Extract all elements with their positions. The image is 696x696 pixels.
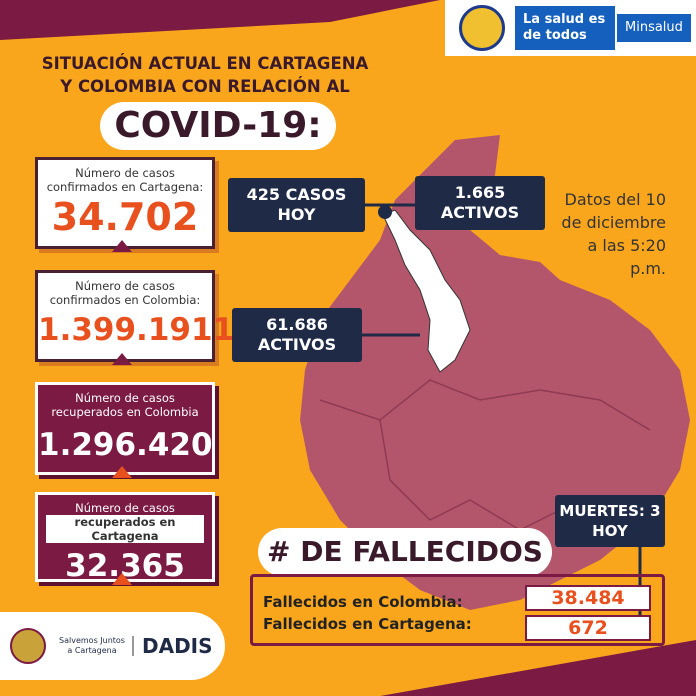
label: Número de casos confirmados en Cartagena… bbox=[46, 166, 204, 194]
active-colombia: 61.686 ACTIVOS bbox=[232, 308, 362, 362]
value: 1.399.1911 bbox=[38, 312, 235, 348]
label-highlight: recuperados en Cartagena bbox=[46, 515, 204, 543]
deaths-value: 672 bbox=[525, 615, 651, 641]
title-line: SITUACIÓN ACTUAL EN CARTAGENA bbox=[41, 54, 369, 73]
colombia-map bbox=[300, 135, 690, 610]
value: 1.296.420 bbox=[38, 427, 213, 463]
slogan: La salud es de todos bbox=[515, 6, 615, 50]
active-cartagena: 1.665 ACTIVOS bbox=[415, 176, 545, 230]
footer: Salvemos Juntos a Cartagena DADIS bbox=[0, 612, 225, 680]
pointer bbox=[112, 353, 132, 365]
date-note: Datos del 10 de diciembre a las 5:20 p.m… bbox=[561, 190, 666, 278]
deaths-today: MUERTES: 3 HOY bbox=[555, 495, 665, 547]
label: Número de casos confirmados en Colombia: bbox=[49, 279, 201, 307]
recovered-colombia: Número de casos recuperados en Colombia … bbox=[35, 382, 215, 475]
bottom-band bbox=[380, 640, 696, 696]
deaths-label: Fallecidos en Colombia: bbox=[263, 593, 463, 611]
label: Número de casos bbox=[75, 501, 175, 515]
covid-heading: COVID-19: bbox=[100, 102, 336, 150]
campaign: Salvemos Juntos a Cartagena bbox=[56, 636, 134, 656]
map-border bbox=[379, 419, 561, 531]
city-seal bbox=[10, 628, 46, 664]
bolivar-region bbox=[382, 209, 471, 373]
agency: DADIS bbox=[142, 634, 213, 658]
confirmed-cartagena: Número de casos confirmados en Cartagena… bbox=[35, 157, 215, 249]
label: Número de casos recuperados en Colombia bbox=[51, 391, 199, 419]
value: 34.702 bbox=[51, 195, 199, 239]
recovered-cartagena: Número de casos recuperados en Cartagena… bbox=[35, 492, 215, 584]
crest-icon bbox=[459, 5, 505, 51]
pointer bbox=[112, 573, 132, 585]
title-line: Y COLOMBIA CON RELACIÓN AL bbox=[60, 77, 350, 96]
cartagena-dot bbox=[378, 205, 392, 219]
pointer bbox=[112, 240, 132, 252]
deaths-label: Fallecidos en Cartagena: bbox=[263, 615, 472, 633]
top-band bbox=[0, 0, 440, 40]
ministry: Minsalud bbox=[617, 14, 691, 42]
deaths-panel: Fallecidos en Colombia: Fallecidos en Ca… bbox=[250, 574, 665, 646]
confirmed-colombia: Número de casos confirmados en Colombia:… bbox=[35, 270, 235, 362]
today-cases: 425 CASOS HOY bbox=[228, 178, 365, 232]
title: SITUACIÓN ACTUAL EN CARTAGENA Y COLOMBIA… bbox=[10, 52, 400, 98]
pointer bbox=[112, 466, 132, 478]
header: La salud es de todos Minsalud bbox=[445, 0, 696, 56]
deaths-value: 38.484 bbox=[525, 585, 651, 611]
deaths-heading: # DE FALLECIDOS bbox=[258, 528, 552, 576]
